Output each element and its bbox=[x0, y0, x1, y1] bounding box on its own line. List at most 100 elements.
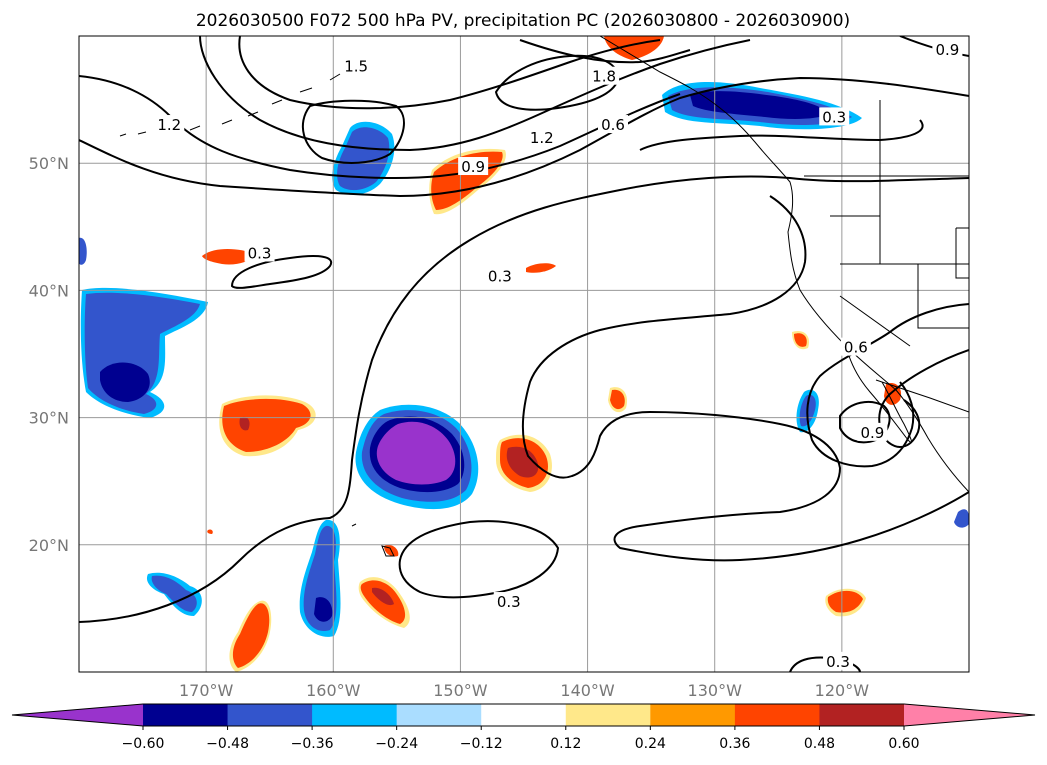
colorbar-tick-label: −0.60 bbox=[122, 736, 165, 752]
pv-contour-label: 0.9 bbox=[935, 41, 959, 59]
precip-region-west-pacific-core bbox=[100, 362, 150, 402]
pv-contour-label: 0.9 bbox=[860, 424, 884, 442]
pv-contour-label-bg bbox=[589, 66, 620, 85]
map-background bbox=[79, 36, 969, 672]
map-layer: 0.3 0.3 0.3 0.3 0.3 0.6 0.6 0.9 0.9 1.2 1.2 1.8 1.5 0… bbox=[79, 36, 969, 672]
precip-region-mid-pacific-positive-small bbox=[526, 263, 556, 273]
x-tick-label: 130°W bbox=[688, 681, 743, 700]
colorbar-tick-label: 0.48 bbox=[804, 736, 835, 752]
colorbar: −0.60 −0.48 −0.36 −0.24 −0.12 0.12 0.24 0.36 0.4… bbox=[11, 703, 1036, 752]
precip-region-mexico-positive-inner bbox=[827, 590, 863, 613]
coastline-north-america bbox=[599, 36, 969, 493]
precip-region-hawaii-south-positive-core bbox=[372, 587, 394, 606]
y-tick-label: 50°N bbox=[29, 154, 69, 173]
colorbar-extend-low bbox=[12, 704, 143, 726]
colorbar-segment bbox=[650, 704, 736, 726]
pv-contour-label: 1.8 bbox=[592, 68, 616, 86]
y-tick-label: 30°N bbox=[29, 409, 69, 428]
precip-region-hawaii-core bbox=[314, 597, 333, 622]
colorbar-segment bbox=[481, 704, 567, 726]
precip-region-california-positive-inner bbox=[794, 333, 807, 347]
pv-contour-0.3-northwest bbox=[230, 255, 333, 289]
colorbar-tick-label: −0.12 bbox=[460, 736, 503, 752]
pv-contours bbox=[79, 36, 969, 672]
pv-contour-label: 1.5 bbox=[344, 58, 368, 76]
coastlines bbox=[119, 36, 969, 557]
precip-region-south-pacific-positive-inner bbox=[232, 603, 270, 668]
colorbar-tick-label: 0.24 bbox=[635, 736, 666, 752]
precip-region-se-corner-negative bbox=[954, 509, 969, 528]
pv-contour-0.3-main bbox=[79, 175, 969, 623]
x-axis-ticks: 170°W 160°W 150°W 140°W 130°W 120°W bbox=[179, 681, 869, 700]
pv-contour-label: 0.3 bbox=[497, 593, 521, 611]
colorbar-tick-label: 0.36 bbox=[719, 736, 750, 752]
pv-contour-label: 1.2 bbox=[157, 116, 181, 134]
pv-contour-label: 0.6 bbox=[844, 339, 868, 357]
pv-contour-1.5-main bbox=[238, 36, 661, 110]
gridlines bbox=[79, 36, 969, 672]
pv-contour-label: 0.3 bbox=[826, 653, 850, 671]
x-tick-label: 150°W bbox=[433, 681, 488, 700]
pv-contour-label: 0.3 bbox=[488, 267, 512, 285]
colorbar-segment bbox=[396, 704, 482, 726]
pv-contour-0.9-small-loop bbox=[839, 400, 891, 444]
pv-contour-label-bg bbox=[823, 651, 854, 670]
pv-contour-label-bg bbox=[458, 157, 489, 176]
pv-contour-label-bg bbox=[819, 107, 850, 126]
pv-contour-1.8-main bbox=[519, 39, 691, 64]
pv-contour-0.9-main bbox=[79, 75, 681, 179]
precip-region-east-pacific-positive-core bbox=[506, 446, 539, 478]
y-tick-label: 20°N bbox=[29, 536, 69, 555]
pv-contour-0.3-south bbox=[398, 520, 560, 599]
pv-contour-0.3-east-trough bbox=[521, 195, 969, 562]
pv-contour-1.2-inner-loop bbox=[301, 99, 405, 164]
map-frame bbox=[78, 35, 970, 673]
pv-contour-label-bg bbox=[493, 592, 524, 611]
colorbar-extend-high bbox=[904, 704, 1035, 726]
precip-region-tiny-positive bbox=[207, 529, 213, 534]
colorbar-segment bbox=[143, 704, 229, 726]
pv-contour-label-bg bbox=[154, 115, 185, 134]
precip-region-north-pacific-inner bbox=[337, 127, 390, 191]
colorbar-tick-label: 0.60 bbox=[888, 736, 919, 752]
pv-contour-label-bg bbox=[932, 39, 963, 58]
precip-region-west-pacific-positive-core bbox=[239, 416, 250, 431]
x-tick-label: 160°W bbox=[306, 681, 361, 700]
y-tick-label: 40°N bbox=[29, 281, 69, 300]
pv-contour-0.6-gulf bbox=[639, 119, 924, 151]
colorbar-segment bbox=[312, 704, 398, 726]
colorbar-segment bbox=[819, 704, 905, 726]
colorbar-segment bbox=[734, 704, 820, 726]
pv-contour-label-bg bbox=[857, 422, 888, 441]
pv-contour-label-bg bbox=[341, 56, 372, 75]
precip-region-southwest-inner bbox=[151, 575, 197, 612]
pv-contour-label-bg bbox=[526, 127, 557, 146]
precip-region-west-edge-negative bbox=[79, 237, 87, 265]
pv-contour-1.2-main bbox=[199, 36, 751, 152]
pv-contour-label-layer: 0.3 0.3 0.3 0.3 0.3 0.6 0.6 0.9 0.9 1.2 1.2 1.8 1.5 0… bbox=[154, 39, 963, 671]
colorbar-tick-label: −0.48 bbox=[206, 736, 249, 752]
pv-contour-label-bg bbox=[598, 115, 628, 134]
x-tick-label: 120°W bbox=[815, 681, 870, 700]
x-tick-label: 140°W bbox=[560, 681, 615, 700]
precip-region-northwest-positive bbox=[202, 249, 256, 265]
pv-contour-0.9-east bbox=[878, 349, 969, 448]
pv-contour-label: 0.3 bbox=[822, 108, 846, 126]
colorbar-tick-label: −0.24 bbox=[375, 736, 418, 752]
y-axis-ticks: 20°N 30°N 40°N 50°N bbox=[29, 154, 69, 555]
border-box bbox=[955, 227, 969, 279]
pv-contour-label: 0.6 bbox=[601, 116, 625, 134]
colorbar-tick-label: 0.12 bbox=[550, 736, 581, 752]
pv-contour-label: 1.2 bbox=[530, 129, 554, 147]
precip-region-west-pacific-positive-inner bbox=[222, 398, 311, 452]
x-tick-label: 170°W bbox=[179, 681, 234, 700]
precip-region-central-pacific-core bbox=[376, 421, 456, 485]
pv-contour-label-bg bbox=[484, 266, 515, 285]
border-state-5 bbox=[839, 295, 911, 347]
border-us-mexico bbox=[875, 379, 969, 413]
colorbar-segment bbox=[227, 704, 313, 726]
colorbar-tick-label: −0.36 bbox=[291, 736, 334, 752]
pv-contour-label: 0.3 bbox=[248, 245, 272, 263]
